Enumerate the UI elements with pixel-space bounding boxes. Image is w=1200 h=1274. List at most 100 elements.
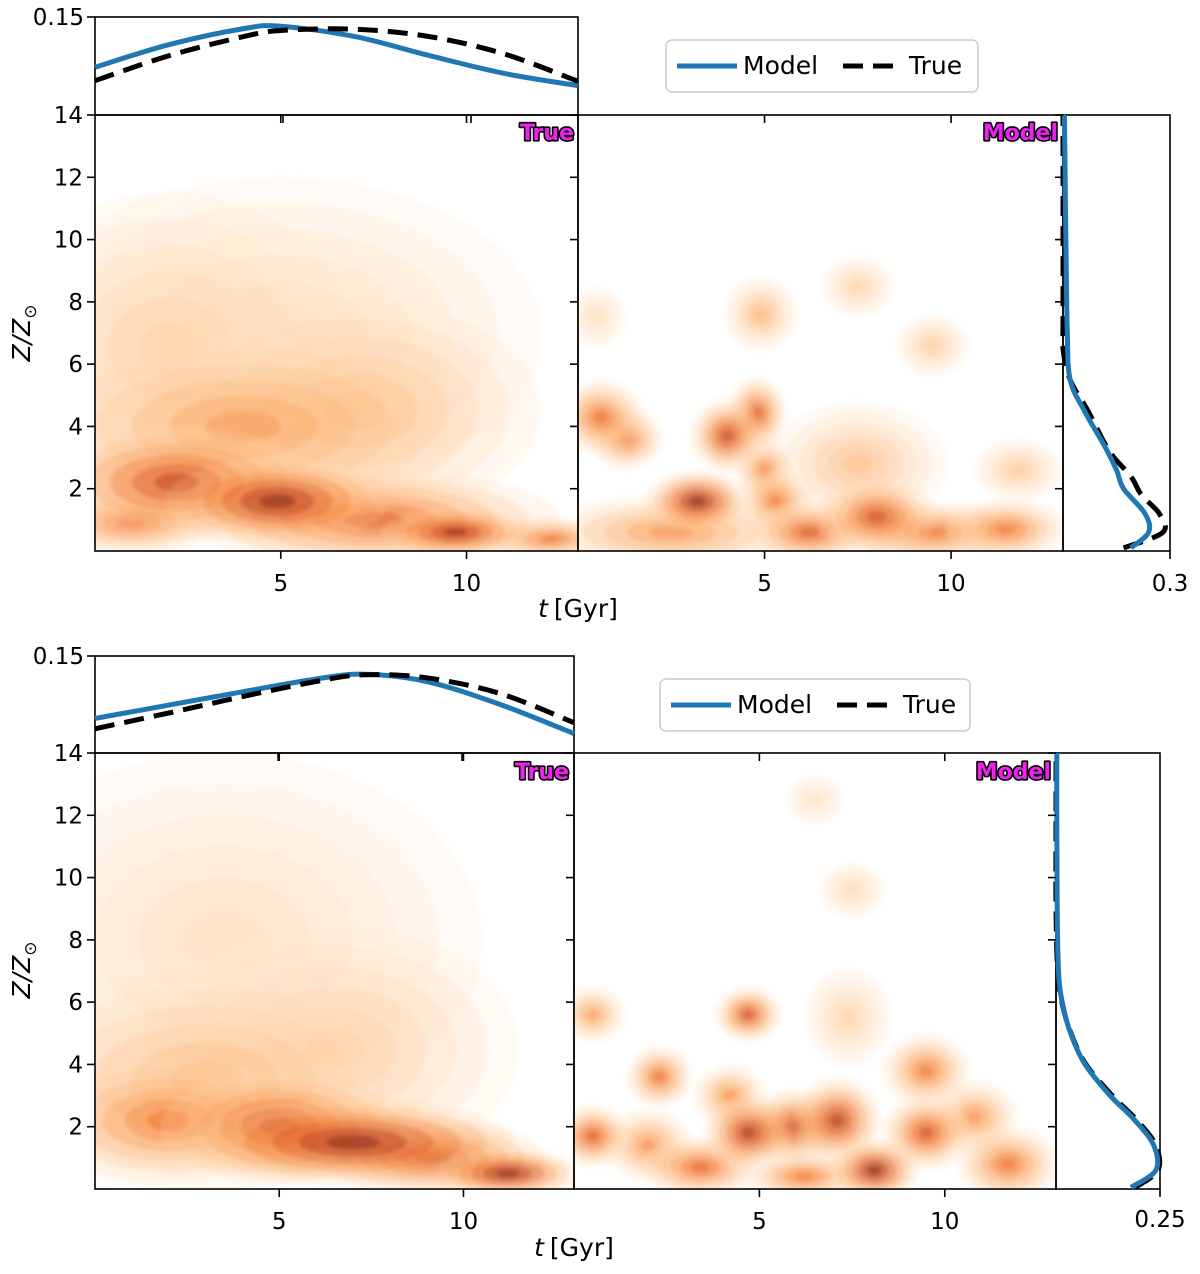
model-density-blob [918, 1064, 934, 1077]
y-tick-label: 14 [54, 741, 83, 767]
right-marginal-z: 0.25 [1053, 752, 1186, 1233]
y-axis-label: Z/Z⊙ [7, 942, 41, 1000]
y-tick-label: 12 [54, 165, 83, 191]
y-tick-label: 14 [54, 103, 83, 129]
true-density-blob [258, 493, 296, 509]
model-heatmap-panel: Model [573, 752, 1057, 1190]
right-marginal-true-line [1059, 115, 1168, 551]
top-marginal-t: 0.15 [33, 5, 579, 123]
x-tick-label: 5 [752, 1209, 767, 1235]
top-marginal-true-line [94, 672, 575, 732]
legend-model-label: Model [737, 690, 812, 719]
true-tag: True [520, 121, 574, 146]
model-density-blob [769, 496, 782, 507]
top-marginal-model-line [94, 671, 575, 736]
model-density-blob [866, 510, 887, 523]
model-density-blob [1010, 464, 1026, 476]
x-tick-label: 10 [452, 571, 481, 597]
y-axis-label: Z/Z⊙ [7, 305, 41, 363]
model-density-blob [586, 1130, 599, 1142]
model-density-blob [653, 1071, 665, 1083]
model-density-blob [841, 1009, 856, 1026]
model-density-blob [810, 795, 820, 804]
model-density-blob [799, 527, 820, 538]
y-tick-label: 4 [68, 414, 83, 440]
true-heatmap-panel: True [94, 752, 575, 1190]
model-density [578, 255, 1063, 551]
x-axis: 5 10 5 10 [273, 115, 966, 597]
x-axis-label: t [Gyr] [534, 1233, 614, 1262]
right-marginal-xtick-label: 0.25 [1134, 1207, 1185, 1233]
y-tick-label: 10 [54, 228, 83, 254]
model-density-blob [742, 1009, 754, 1020]
top-marginal-ytick-label: 0.15 [33, 5, 84, 31]
model-density-blob [794, 1172, 814, 1181]
y-tick-label: 8 [68, 290, 83, 316]
model-tag: Model [983, 121, 1058, 146]
model-heatmap-panel: Model [577, 114, 1064, 552]
legend: Model True [659, 678, 971, 732]
model-density [574, 774, 1056, 1189]
y-tick-label: 2 [68, 1115, 83, 1141]
model-density-blob [591, 312, 602, 323]
right-marginal-frame [1055, 752, 1161, 1190]
y-tick-label: 6 [68, 352, 83, 378]
model-density-blob [842, 453, 873, 475]
right-marginal-frame [1062, 114, 1171, 552]
right-marginal-model-line [1054, 753, 1161, 1190]
model-density-blob [866, 1165, 882, 1176]
model-density-blob [740, 1126, 756, 1140]
y-tick-label: 2 [68, 477, 83, 503]
true-density [95, 753, 574, 1189]
legend-model-label: Model [743, 51, 818, 80]
legend: Model True [665, 39, 979, 93]
bottom-figure: 0.15 Model True True Model 0.25 [7, 644, 1186, 1262]
x-tick-label: 10 [936, 571, 965, 597]
model-density-blob [926, 340, 939, 351]
right-marginal-true-line [1053, 753, 1163, 1190]
x-tick-label: 5 [273, 571, 288, 597]
model-density-blob [721, 429, 734, 442]
right-marginal-xtick-label: 0.3 [1152, 571, 1189, 597]
model-density-blob [851, 281, 864, 292]
x-tick-label: 5 [757, 571, 772, 597]
x-axis: 5 10 5 10 [272, 753, 959, 1235]
model-density-blob [640, 1139, 656, 1152]
right-marginal-model-line [1061, 114, 1153, 550]
model-density-blob [846, 885, 858, 895]
y-tick-label: 8 [68, 928, 83, 954]
y-tick-label: 6 [68, 990, 83, 1016]
model-density-blob [592, 410, 608, 424]
model-density-blob [829, 1113, 845, 1128]
model-density-blob [754, 308, 767, 321]
model-density-blob [688, 496, 707, 507]
model-density-blob [586, 1009, 599, 1020]
y-tick-label: 4 [68, 1052, 83, 1078]
top-marginal-t: 0.15 [33, 644, 575, 761]
legend-box [659, 678, 971, 732]
x-tick-label: 10 [449, 1209, 478, 1235]
true-density-blob [495, 1169, 520, 1178]
right-marginal-z: 0.3 [1059, 114, 1189, 597]
y-tick-label: 12 [54, 803, 83, 829]
true-heatmap-panel: True [94, 114, 579, 552]
model-density-blob [997, 524, 1017, 535]
model-tag: Model [976, 760, 1051, 785]
y-axis: 2 4 6 8 10 12 14 [54, 103, 1063, 503]
true-density-blob [325, 1135, 380, 1150]
x-tick-label: 5 [272, 1209, 287, 1235]
true-density [95, 177, 578, 551]
legend-box [665, 39, 979, 93]
top-marginal-model-line [94, 23, 579, 89]
model-density-blob [918, 1126, 934, 1140]
true-density-blob [443, 528, 468, 537]
y-axis: 2 4 6 8 10 12 14 [54, 741, 1056, 1141]
true-tag: True [515, 760, 569, 785]
legend-true-label: True [902, 690, 956, 719]
model-density-blob [999, 1157, 1017, 1171]
model-density-blob [967, 1111, 982, 1124]
x-tick-label: 10 [930, 1209, 959, 1235]
legend-true-label: True [908, 51, 962, 80]
top-figure: 0.15 Model True True Model [7, 5, 1189, 623]
